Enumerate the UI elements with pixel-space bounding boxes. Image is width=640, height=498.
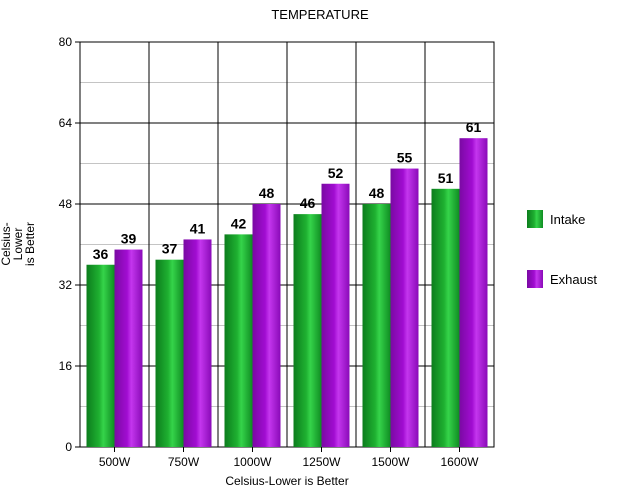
y-axis-title-line: Lower (11, 228, 25, 261)
bar-intake (86, 264, 115, 447)
bar-exhaust (459, 138, 488, 447)
data-label-intake: 36 (93, 246, 109, 262)
y-tick-label: 16 (59, 359, 73, 373)
data-label-intake: 48 (369, 185, 385, 201)
data-label-intake: 42 (231, 215, 247, 231)
legend-label-exhaust: Exhaust (550, 272, 597, 287)
data-label-exhaust: 55 (397, 150, 413, 166)
y-axis-title-line: Celsius- (0, 222, 13, 265)
x-tick-label: 1000W (233, 455, 272, 469)
x-tick-label: 750W (168, 455, 200, 469)
data-label-intake: 51 (438, 170, 454, 186)
x-tick-label: 1600W (440, 455, 479, 469)
y-axis-title-line: is Better (23, 222, 37, 266)
data-label-exhaust: 48 (259, 185, 275, 201)
y-tick-label: 32 (59, 278, 73, 292)
bar-intake (224, 234, 253, 447)
bar-intake (155, 259, 184, 447)
data-label-exhaust: 39 (121, 231, 137, 247)
y-axis-title: Celsius-Loweris Better (0, 222, 37, 266)
y-tick-label: 0 (65, 440, 72, 454)
data-label-exhaust: 61 (466, 119, 482, 135)
data-label-exhaust: 41 (190, 220, 206, 236)
x-tick-label: 500W (99, 455, 131, 469)
bar-intake (293, 214, 322, 447)
y-tick-label: 48 (59, 197, 73, 211)
legend-swatch-intake (527, 210, 543, 228)
chart-title: TEMPERATURE (271, 7, 369, 22)
x-tick-label: 1250W (302, 455, 341, 469)
y-tick-label: 80 (59, 35, 73, 49)
data-label-exhaust: 52 (328, 165, 344, 181)
legend-label-intake: Intake (550, 212, 585, 227)
bar-exhaust (390, 168, 419, 447)
legend-swatch-exhaust (527, 270, 543, 288)
bar-exhaust (252, 204, 281, 447)
data-label-intake: 37 (162, 241, 178, 257)
x-tick-label: 1500W (371, 455, 410, 469)
bar-exhaust (183, 239, 212, 447)
plot-border (79, 41, 495, 448)
bar-intake (362, 204, 391, 447)
bar-exhaust (114, 249, 143, 447)
bar-intake (431, 188, 460, 447)
bar-exhaust (321, 183, 350, 447)
x-axis-title: Celsius-Lower is Better (225, 474, 348, 488)
data-label-intake: 46 (300, 195, 316, 211)
y-tick-label: 64 (59, 116, 73, 130)
